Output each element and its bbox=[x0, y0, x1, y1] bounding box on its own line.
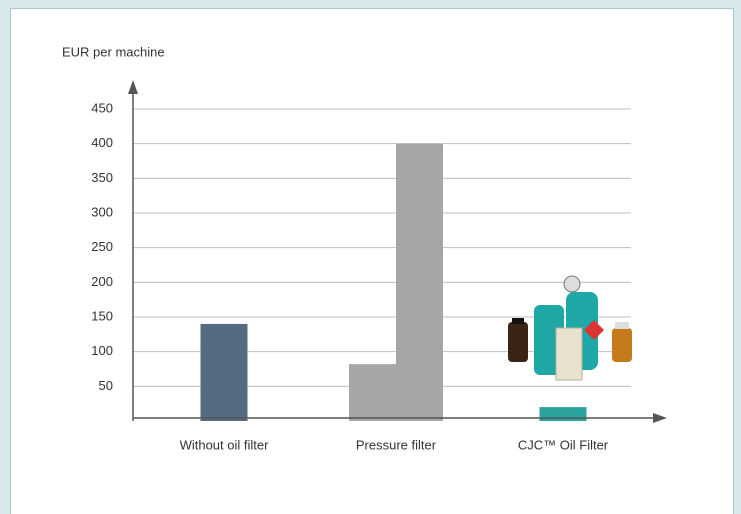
y-tick-label: 150 bbox=[91, 308, 113, 323]
y-tick-label: 450 bbox=[91, 100, 113, 115]
y-tick-label: 50 bbox=[99, 378, 113, 393]
y-tick-label: 250 bbox=[91, 239, 113, 254]
y-axis-arrow bbox=[128, 80, 138, 94]
bar bbox=[349, 364, 396, 421]
bar bbox=[200, 323, 248, 421]
bar bbox=[539, 407, 587, 421]
y-tick-label: 100 bbox=[91, 343, 113, 358]
bar bbox=[396, 143, 443, 421]
x-tick-label: CJC™ Oil Filter bbox=[518, 437, 609, 452]
y-tick-label: 200 bbox=[91, 274, 113, 289]
x-axis-arrow bbox=[653, 413, 667, 423]
x-tick-label: Pressure filter bbox=[356, 437, 437, 452]
x-tick-label: Without oil filter bbox=[180, 437, 270, 452]
y-tick-label: 400 bbox=[91, 135, 113, 150]
y-axis-label: EUR per machine bbox=[62, 44, 165, 59]
y-tick-label: 350 bbox=[91, 170, 113, 185]
y-tick-label: 300 bbox=[91, 204, 113, 219]
product-illustration bbox=[508, 275, 632, 381]
